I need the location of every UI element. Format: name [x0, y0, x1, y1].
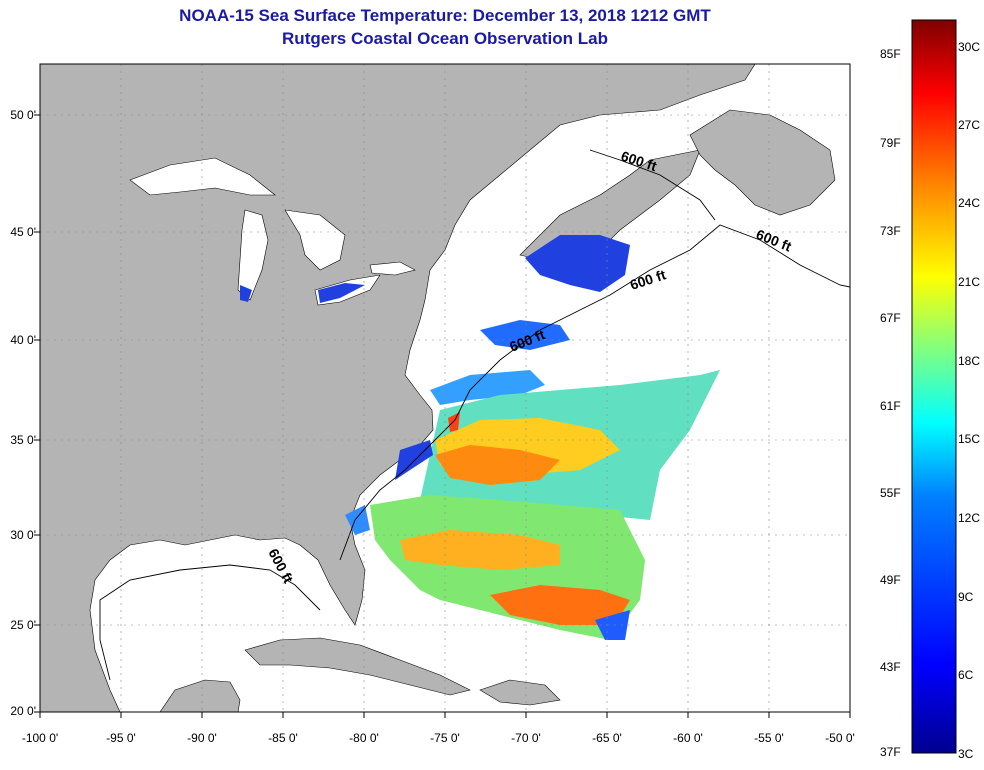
colorbar-f-label: 49F: [880, 573, 901, 587]
colorbar-f-label: 61F: [880, 399, 901, 413]
sst-swath: [345, 235, 720, 640]
lake-michigan: [237, 209, 269, 301]
colorbar-f-label: 73F: [880, 224, 901, 238]
colorbar-c-label: 27C: [958, 118, 981, 132]
lat-label: 20 0': [10, 704, 36, 718]
lon-label: -55 0': [754, 731, 784, 745]
lon-label: -80 0': [349, 731, 379, 745]
colorbar-f-label: 67F: [880, 311, 901, 325]
map-subtitle: Rutgers Coastal Ocean Observation Lab: [282, 29, 608, 48]
lon-label: -50 0': [825, 731, 855, 745]
colorbar-c-label: 6C: [958, 668, 974, 682]
lat-label: 45 0': [10, 225, 36, 239]
colorbar-f-label: 37F: [880, 745, 901, 759]
north-america-land: [40, 64, 756, 712]
lon-label: -100 0': [21, 731, 59, 745]
lake-superior: [129, 157, 276, 196]
colorbar-c-label: 24C: [958, 196, 981, 210]
yucatan-land: [159, 679, 241, 712]
colorbar-f-label: 79F: [880, 136, 901, 150]
lake-huron: [284, 209, 346, 271]
lon-label: -65 0': [592, 731, 622, 745]
lon-label: -85 0': [268, 731, 298, 745]
colorbar-c-label: 15C: [958, 432, 981, 446]
colorbar-c-label: 12C: [958, 511, 981, 525]
axis-ticks: [34, 114, 851, 718]
lon-label: -90 0': [187, 731, 217, 745]
lat-label: 50 0': [10, 108, 36, 122]
lake-sst-patch: [318, 283, 365, 303]
colorbar-f-label: 43F: [880, 660, 901, 674]
lat-label: 25 0': [10, 618, 36, 632]
lon-label: -70 0': [511, 731, 541, 745]
lon-label: -75 0': [430, 731, 460, 745]
lake-ontario: [369, 261, 416, 276]
hispaniola-land: [479, 679, 561, 706]
colorbar-c-label: 21C: [958, 275, 981, 289]
map-title: NOAA-15 Sea Surface Temperature: Decembe…: [179, 6, 711, 25]
isobath-600ft-line: [99, 564, 321, 681]
isobath-600ft-line: [339, 224, 850, 561]
colorbar-c-label: 3C: [958, 747, 974, 761]
isobath-600ft-line: [589, 149, 716, 221]
cuba-land: [244, 637, 471, 696]
colorbar: [911, 19, 957, 754]
colorbar-f-label: 55F: [880, 486, 901, 500]
colorbar-f-label: 85F: [880, 47, 901, 61]
lat-label: 35 0': [10, 433, 36, 447]
lon-label: -95 0': [106, 731, 136, 745]
lat-label: 40 0': [10, 333, 36, 347]
lat-label: 30 0': [10, 528, 36, 542]
colorbar-c-label: 9C: [958, 590, 974, 604]
lake-sst-patch: [240, 285, 252, 302]
map-grid: [40, 64, 850, 712]
colorbar-c-label: 30C: [958, 40, 981, 54]
colorbar-c-label: 18C: [958, 354, 981, 368]
lon-label: -60 0': [673, 731, 703, 745]
